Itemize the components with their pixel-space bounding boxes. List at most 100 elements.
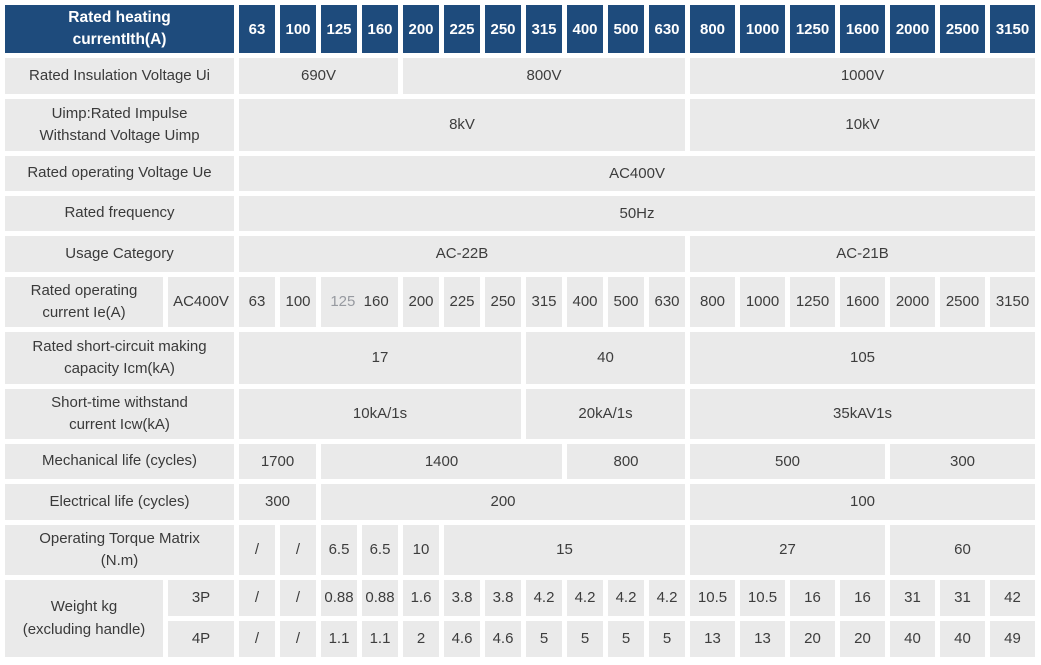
cell-rated-operating-current-6: 315 [526, 277, 563, 327]
cell-weight-4p-16: 40 [940, 621, 986, 657]
cell-operating-torque-matrix-5: 15 [444, 525, 686, 575]
cell-operating-torque-matrix-6: 27 [690, 525, 886, 575]
cell-rated-operating-current-7: 400 [567, 277, 604, 327]
cell-operating-torque-matrix-4: 10 [403, 525, 440, 575]
cell-weight-3p-15: 31 [890, 580, 936, 616]
cell-weight-4p-3: 1.1 [362, 621, 399, 657]
table-row-rated-insulation-voltage: Rated Insulation Voltage Ui 690V 800V 1000V [5, 58, 1036, 94]
header-col-1000: 1000 [740, 5, 786, 53]
cell-mechanical-life-2: 800 [567, 444, 686, 479]
cell-weight-3p-6: 3.8 [485, 580, 522, 616]
row-label-rated-impulse-withstand-voltage: Uimp:Rated Impulse Withstand Voltage Uim… [5, 99, 235, 151]
cell-weight-3p-16: 31 [940, 580, 986, 616]
cell-weight-3p-17: 42 [990, 580, 1036, 616]
cell-weight-3p-13: 16 [790, 580, 836, 616]
cell-rated-insulation-voltage-1: 800V [403, 58, 686, 94]
row-label-rated-operating-current: Rated operating current Ie(A) [5, 277, 163, 327]
cell-mechanical-life-1: 1400 [321, 444, 563, 479]
row-sublabel-weight-3p: 3P [168, 580, 235, 616]
header-col-2000: 2000 [890, 5, 936, 53]
cell-part-value: 160 [363, 293, 389, 310]
row-sublabel-rated-operating-current: AC400V [168, 277, 235, 327]
table-row-rated-operating-current: Rated operating current Ie(A) AC400V 63 100… [5, 277, 1036, 327]
table-row-usage-category: Usage Category AC-22B AC-21B [5, 236, 1036, 272]
header-col-250: 250 [485, 5, 522, 53]
cell-weight-3p-12: 10.5 [740, 580, 786, 616]
cell-weight-4p-0: / [239, 621, 276, 657]
cell-weight-3p-11: 10.5 [690, 580, 736, 616]
cell-weight-4p-4: 2 [403, 621, 440, 657]
cell-weight-3p-10: 4.2 [649, 580, 686, 616]
row-label-mechanical-life: Mechanical life (cycles) [5, 444, 235, 479]
header-col-200: 200 [403, 5, 440, 53]
header-col-225: 225 [444, 5, 481, 53]
cell-weight-4p-12: 13 [740, 621, 786, 657]
cell-rated-insulation-voltage-0: 690V [239, 58, 399, 94]
cell-weight-4p-15: 40 [890, 621, 936, 657]
row-label-operating-torque-matrix: Operating Torque Matrix (N.m) [5, 525, 235, 575]
header-col-500: 500 [608, 5, 645, 53]
cell-rated-operating-current-0: 63 [239, 277, 276, 327]
cell-electrical-life-1: 200 [321, 484, 686, 520]
cell-weight-4p-1: / [280, 621, 317, 657]
table-row-weight-3p: Weight kg (excluding handle) 3P //0.88 0.88… [5, 580, 1036, 657]
cell-parts: 125 160 [322, 293, 397, 311]
row-label-usage-category: Usage Category [5, 236, 235, 272]
header-col-1250: 1250 [790, 5, 836, 53]
cell-operating-torque-matrix-7: 60 [890, 525, 1036, 575]
cell-rated-impulse-withstand-voltage-1: 10kV [690, 99, 1036, 151]
cell-weight-4p-14: 20 [840, 621, 886, 657]
table-row-rated-short-circuit-making-capacity: Rated short-circuit making capacity Icm(… [5, 332, 1036, 384]
row-label-rated-short-circuit-making-capacity: Rated short-circuit making capacity Icm(… [5, 332, 235, 384]
cell-weight-3p-14: 16 [840, 580, 886, 616]
cell-rated-operating-current-10: 800 [690, 277, 736, 327]
cell-rated-short-circuit-making-capacity-1: 40 [526, 332, 686, 384]
cell-rated-operating-current-15: 2500 [940, 277, 986, 327]
cell-mechanical-life-0: 1700 [239, 444, 317, 479]
cell-weight-4p-13: 20 [790, 621, 836, 657]
cell-rated-operating-current-4: 225 [444, 277, 481, 327]
cell-rated-operating-current-2: 125 160 [321, 277, 399, 327]
cell-rated-operating-current-13: 1600 [840, 277, 886, 327]
cell-operating-torque-matrix-2: 6.5 [321, 525, 358, 575]
cell-weight-4p-8: 5 [567, 621, 604, 657]
table-row-weight-4p: 4P //1.1 1.1 2 4.6 4.6 5 5 5 5 13 13 20 20 40 40 49 [5, 621, 1036, 657]
cell-weight-4p-6: 4.6 [485, 621, 522, 657]
header-col-125: 125 [321, 5, 358, 53]
cell-weight-3p-1: / [280, 580, 317, 616]
cell-weight-4p-17: 49 [990, 621, 1036, 657]
header-col-400: 400 [567, 5, 604, 53]
cell-electrical-life-2: 100 [690, 484, 1036, 520]
cell-rated-operating-current-11: 1000 [740, 277, 786, 327]
cell-short-time-withstand-current-0: 10kA/1s [239, 389, 522, 439]
row-label-short-time-withstand-current: Short-time withstand current Icw(kA) [5, 389, 235, 439]
cell-short-time-withstand-current-1: 20kA/1s [526, 389, 686, 439]
header-col-800: 800 [690, 5, 736, 53]
cell-weight-3p-5: 3.8 [444, 580, 481, 616]
cell-short-time-withstand-current-2: 35kAV1s [690, 389, 1036, 439]
cell-weight-3p-8: 4.2 [567, 580, 604, 616]
cell-rated-operating-current-8: 500 [608, 277, 645, 327]
cell-operating-torque-matrix-1: / [280, 525, 317, 575]
cell-weight-4p-2: 1.1 [321, 621, 358, 657]
cell-rated-operating-current-12: 1250 [790, 277, 836, 327]
row-label-rated-insulation-voltage: Rated Insulation Voltage Ui [5, 58, 235, 94]
cell-rated-operating-current-16: 3150 [990, 277, 1036, 327]
cell-rated-operating-current-5: 250 [485, 277, 522, 327]
cell-rated-operating-current-9: 630 [649, 277, 686, 327]
cell-weight-4p-11: 13 [690, 621, 736, 657]
header-col-630: 630 [649, 5, 686, 53]
header-col-160: 160 [362, 5, 399, 53]
header-col-1600: 1600 [840, 5, 886, 53]
cell-weight-3p-0: / [239, 580, 276, 616]
row-sublabel-weight-4p: 4P [168, 621, 235, 657]
cell-rated-impulse-withstand-voltage-0: 8kV [239, 99, 686, 151]
cell-weight-4p-10: 5 [649, 621, 686, 657]
table-header: Rated heating currentIth(A) 63 100 125 160 20… [5, 5, 1036, 53]
cell-operating-torque-matrix-0: / [239, 525, 276, 575]
row-label-electrical-life: Electrical life (cycles) [5, 484, 235, 520]
cell-rated-operating-current-14: 2000 [890, 277, 936, 327]
table-header-title: Rated heating currentIth(A) [5, 5, 235, 53]
cell-weight-3p-4: 1.6 [403, 580, 440, 616]
table-row-rated-operating-voltage: Rated operating Voltage Ue AC400V [5, 156, 1036, 191]
